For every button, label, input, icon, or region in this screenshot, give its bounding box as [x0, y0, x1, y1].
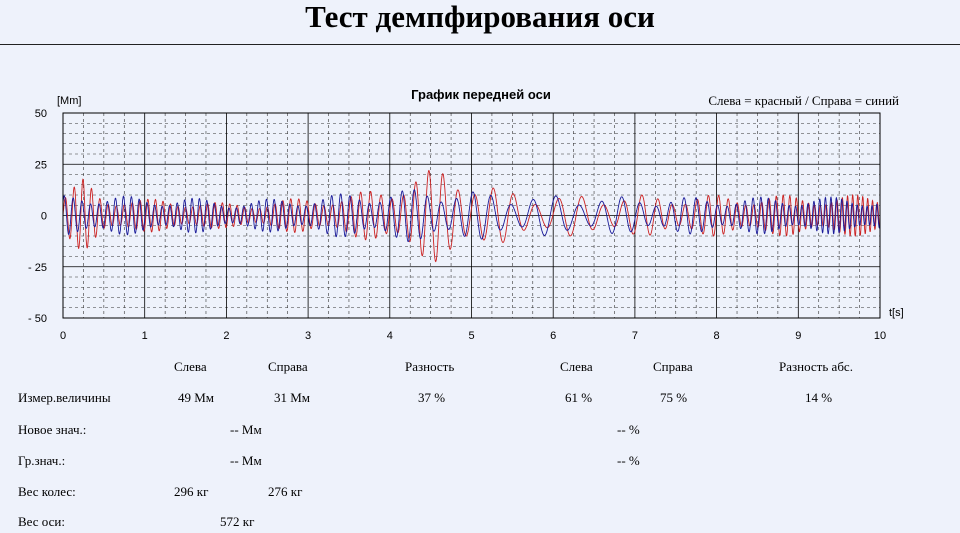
new-value-pct: -- % [617, 422, 640, 437]
measured-right-pct: 75 % [660, 390, 688, 405]
measured-left-pct: 61 % [565, 390, 593, 405]
limit-label: Гр.знач.: [18, 453, 66, 468]
y-tick-label: 0 [41, 211, 47, 223]
x-tick-label: 9 [795, 330, 801, 342]
chart-series [62, 169, 881, 263]
y-tick-label: - 50 [28, 313, 47, 325]
x-tick-label: 8 [714, 330, 720, 342]
x-tick-label: 0 [60, 330, 66, 342]
wheel-weight-right: 276 кг [268, 484, 303, 499]
measured-right: 31 Мм [274, 390, 311, 405]
title-bar: Тест демпфирования оси [0, 0, 960, 45]
x-tick-label: 2 [223, 330, 229, 342]
wheel-weight-left: 296 кг [174, 484, 209, 499]
chart-grid [62, 112, 881, 319]
header-left-pct: Слева [560, 359, 593, 374]
plot-frame [62, 112, 881, 319]
new-value-mm: -- Мм [230, 422, 262, 437]
header-right: Справа [268, 359, 308, 374]
x-tick-label: 1 [142, 330, 148, 342]
axle-weight-label: Вес оси: [18, 514, 65, 529]
y-tick-label: 50 [35, 108, 47, 120]
header-diff: Разность [405, 359, 455, 374]
y-tick-label: - 25 [28, 262, 47, 274]
series-left-red [62, 169, 881, 263]
measured-label: Измер.величины [18, 390, 111, 405]
x-tick-label: 7 [632, 330, 638, 342]
new-value-label: Новое знач.: [18, 422, 87, 437]
measured-left: 49 Мм [178, 390, 215, 405]
page-title: Тест демпфирования оси [305, 0, 655, 34]
chart-axes: 0 1 2 3 4 5 6 7 8 9 10 50 25 0 - 25 - 50 [28, 108, 886, 342]
y-tick-label: 25 [35, 159, 47, 171]
header-right-pct: Справа [653, 359, 693, 374]
measured-diff-abs: 14 % [805, 390, 833, 405]
wheel-weight-label: Вес колес: [18, 484, 76, 499]
axle-weight-value: 572 кг [220, 514, 255, 529]
measured-diff: 37 % [418, 390, 446, 405]
header-diff-abs: Разность абс. [779, 359, 853, 374]
x-axis-unit: t[s] [889, 307, 904, 319]
y-axis-unit: [Mm] [57, 95, 81, 107]
x-tick-label: 10 [874, 330, 886, 342]
chart-title: График передней оси [411, 87, 551, 102]
limit-mm: -- Мм [230, 453, 262, 468]
limit-pct: -- % [617, 453, 640, 468]
chart-legend: Слева = красный / Справа = синий [708, 93, 899, 108]
header-left: Слева [174, 359, 207, 374]
series-right-blue [62, 189, 881, 243]
x-tick-label: 4 [387, 330, 393, 342]
damping-chart: 0 1 2 3 4 5 6 7 8 9 10 50 25 0 - 25 - 50 График передне… [28, 87, 904, 342]
x-tick-label: 3 [305, 330, 311, 342]
x-tick-label: 6 [550, 330, 556, 342]
x-tick-label: 5 [468, 330, 474, 342]
